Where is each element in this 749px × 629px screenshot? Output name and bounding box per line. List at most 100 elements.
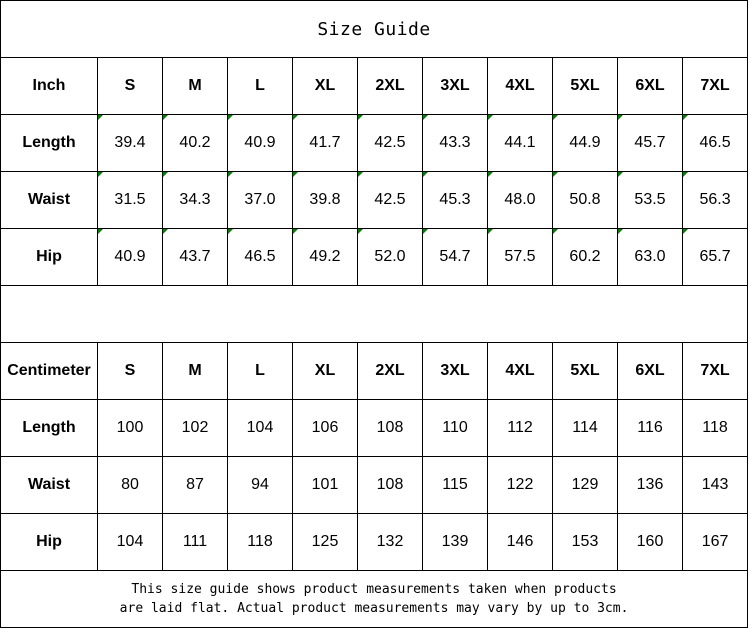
measurement-value: 44.1	[487, 114, 553, 172]
measurement-value: 39.8	[292, 171, 358, 229]
footnote: This size guide shows product measuremen…	[0, 570, 749, 628]
size-header: L	[227, 342, 293, 400]
size-header: 6XL	[617, 342, 683, 400]
measurement-label: Hip	[0, 513, 98, 571]
measurement-value: 37.0	[227, 171, 293, 229]
centimeter-header-row: Centimeter S M L XL 2XL 3XL 4XL 5XL 6XL 7XL	[0, 342, 749, 400]
measurement-value: 114	[552, 399, 618, 457]
spacer-cell	[0, 285, 749, 343]
measurement-value: 45.7	[617, 114, 683, 172]
measurement-value: 65.7	[681, 228, 749, 286]
measurement-label: Hip	[0, 228, 98, 286]
measurement-value: 118	[227, 513, 293, 571]
unit-header: Inch	[0, 57, 98, 115]
measurement-value: 104	[227, 399, 293, 457]
size-header: S	[97, 342, 163, 400]
size-header: M	[162, 57, 228, 115]
spacer-row	[0, 285, 749, 343]
measurement-value: 101	[292, 456, 358, 514]
measurement-value: 39.4	[97, 114, 163, 172]
measurement-value: 45.3	[422, 171, 488, 229]
measurement-value: 63.0	[617, 228, 683, 286]
size-header: XL	[292, 342, 358, 400]
measurement-value: 167	[681, 513, 749, 571]
measurement-value: 112	[487, 399, 553, 457]
size-header: 3XL	[422, 57, 488, 115]
measurement-value: 94	[227, 456, 293, 514]
measurement-value: 143	[681, 456, 749, 514]
measurement-value: 40.9	[97, 228, 163, 286]
measurement-value: 46.5	[681, 114, 749, 172]
measurement-value: 136	[617, 456, 683, 514]
measurement-value: 44.9	[552, 114, 618, 172]
table-row: Waist 31.5 34.3 37.0 39.8 42.5 45.3 48.0 50.8 53.…	[0, 171, 749, 229]
measurement-value: 153	[552, 513, 618, 571]
measurement-value: 146	[487, 513, 553, 571]
measurement-value: 56.3	[681, 171, 749, 229]
size-header: 5XL	[552, 342, 618, 400]
measurement-value: 50.8	[552, 171, 618, 229]
table-row: Hip 40.9 43.7 46.5 49.2 52.0 54.7 57.5 60.2 63.0 6…	[0, 228, 749, 286]
table-row: Waist 80 87 94 101 108 115 122 129 136 143	[0, 456, 749, 514]
measurement-value: 54.7	[422, 228, 488, 286]
measurement-value: 41.7	[292, 114, 358, 172]
measurement-value: 49.2	[292, 228, 358, 286]
measurement-value: 102	[162, 399, 228, 457]
size-header: 4XL	[487, 57, 553, 115]
measurement-value: 80	[97, 456, 163, 514]
size-header: M	[162, 342, 228, 400]
measurement-value: 108	[357, 456, 423, 514]
size-header: 2XL	[357, 342, 423, 400]
measurement-value: 110	[422, 399, 488, 457]
measurement-value: 57.5	[487, 228, 553, 286]
table-row: Length 39.4 40.2 40.9 41.7 42.5 43.3 44.1 44.9 45…	[0, 114, 749, 172]
page-title: Size Guide	[0, 0, 749, 58]
measurement-value: 52.0	[357, 228, 423, 286]
measurement-value: 48.0	[487, 171, 553, 229]
measurement-value: 43.3	[422, 114, 488, 172]
measurement-value: 129	[552, 456, 618, 514]
measurement-value: 43.7	[162, 228, 228, 286]
measurement-value: 132	[357, 513, 423, 571]
measurement-value: 125	[292, 513, 358, 571]
size-header: XL	[292, 57, 358, 115]
size-header: 3XL	[422, 342, 488, 400]
measurement-value: 60.2	[552, 228, 618, 286]
measurement-value: 34.3	[162, 171, 228, 229]
measurement-label: Waist	[0, 171, 98, 229]
measurement-value: 139	[422, 513, 488, 571]
size-header: 6XL	[617, 57, 683, 115]
measurement-value: 42.5	[357, 171, 423, 229]
measurement-value: 118	[681, 399, 749, 457]
table-row: Hip 104 111 118 125 132 139 146 153 160 167	[0, 513, 749, 571]
measurement-value: 122	[487, 456, 553, 514]
measurement-value: 108	[357, 399, 423, 457]
measurement-value: 53.5	[617, 171, 683, 229]
measurement-label: Waist	[0, 456, 98, 514]
measurement-value: 104	[97, 513, 163, 571]
measurement-value: 100	[97, 399, 163, 457]
measurement-value: 111	[162, 513, 228, 571]
footnote-line: are laid flat. Actual product measuremen…	[119, 601, 629, 616]
table-row: Length 100 102 104 106 108 110 112 114 116 118	[0, 399, 749, 457]
measurement-value: 116	[617, 399, 683, 457]
size-header: 2XL	[357, 57, 423, 115]
measurement-value: 106	[292, 399, 358, 457]
size-header: 4XL	[487, 342, 553, 400]
inch-header-row: Inch S M L XL 2XL 3XL 4XL 5XL 6XL 7XL	[0, 57, 749, 115]
measurement-value: 40.2	[162, 114, 228, 172]
measurement-value: 40.9	[227, 114, 293, 172]
size-header: 7XL	[681, 342, 749, 400]
size-header: 5XL	[552, 57, 618, 115]
footnote-line: This size guide shows product measuremen…	[131, 582, 617, 597]
size-header: S	[97, 57, 163, 115]
size-header: 7XL	[681, 57, 749, 115]
measurement-value: 160	[617, 513, 683, 571]
measurement-value: 42.5	[357, 114, 423, 172]
measurement-label: Length	[0, 114, 98, 172]
unit-header: Centimeter	[0, 342, 98, 400]
measurement-value: 87	[162, 456, 228, 514]
measurement-value: 46.5	[227, 228, 293, 286]
size-header: L	[227, 57, 293, 115]
